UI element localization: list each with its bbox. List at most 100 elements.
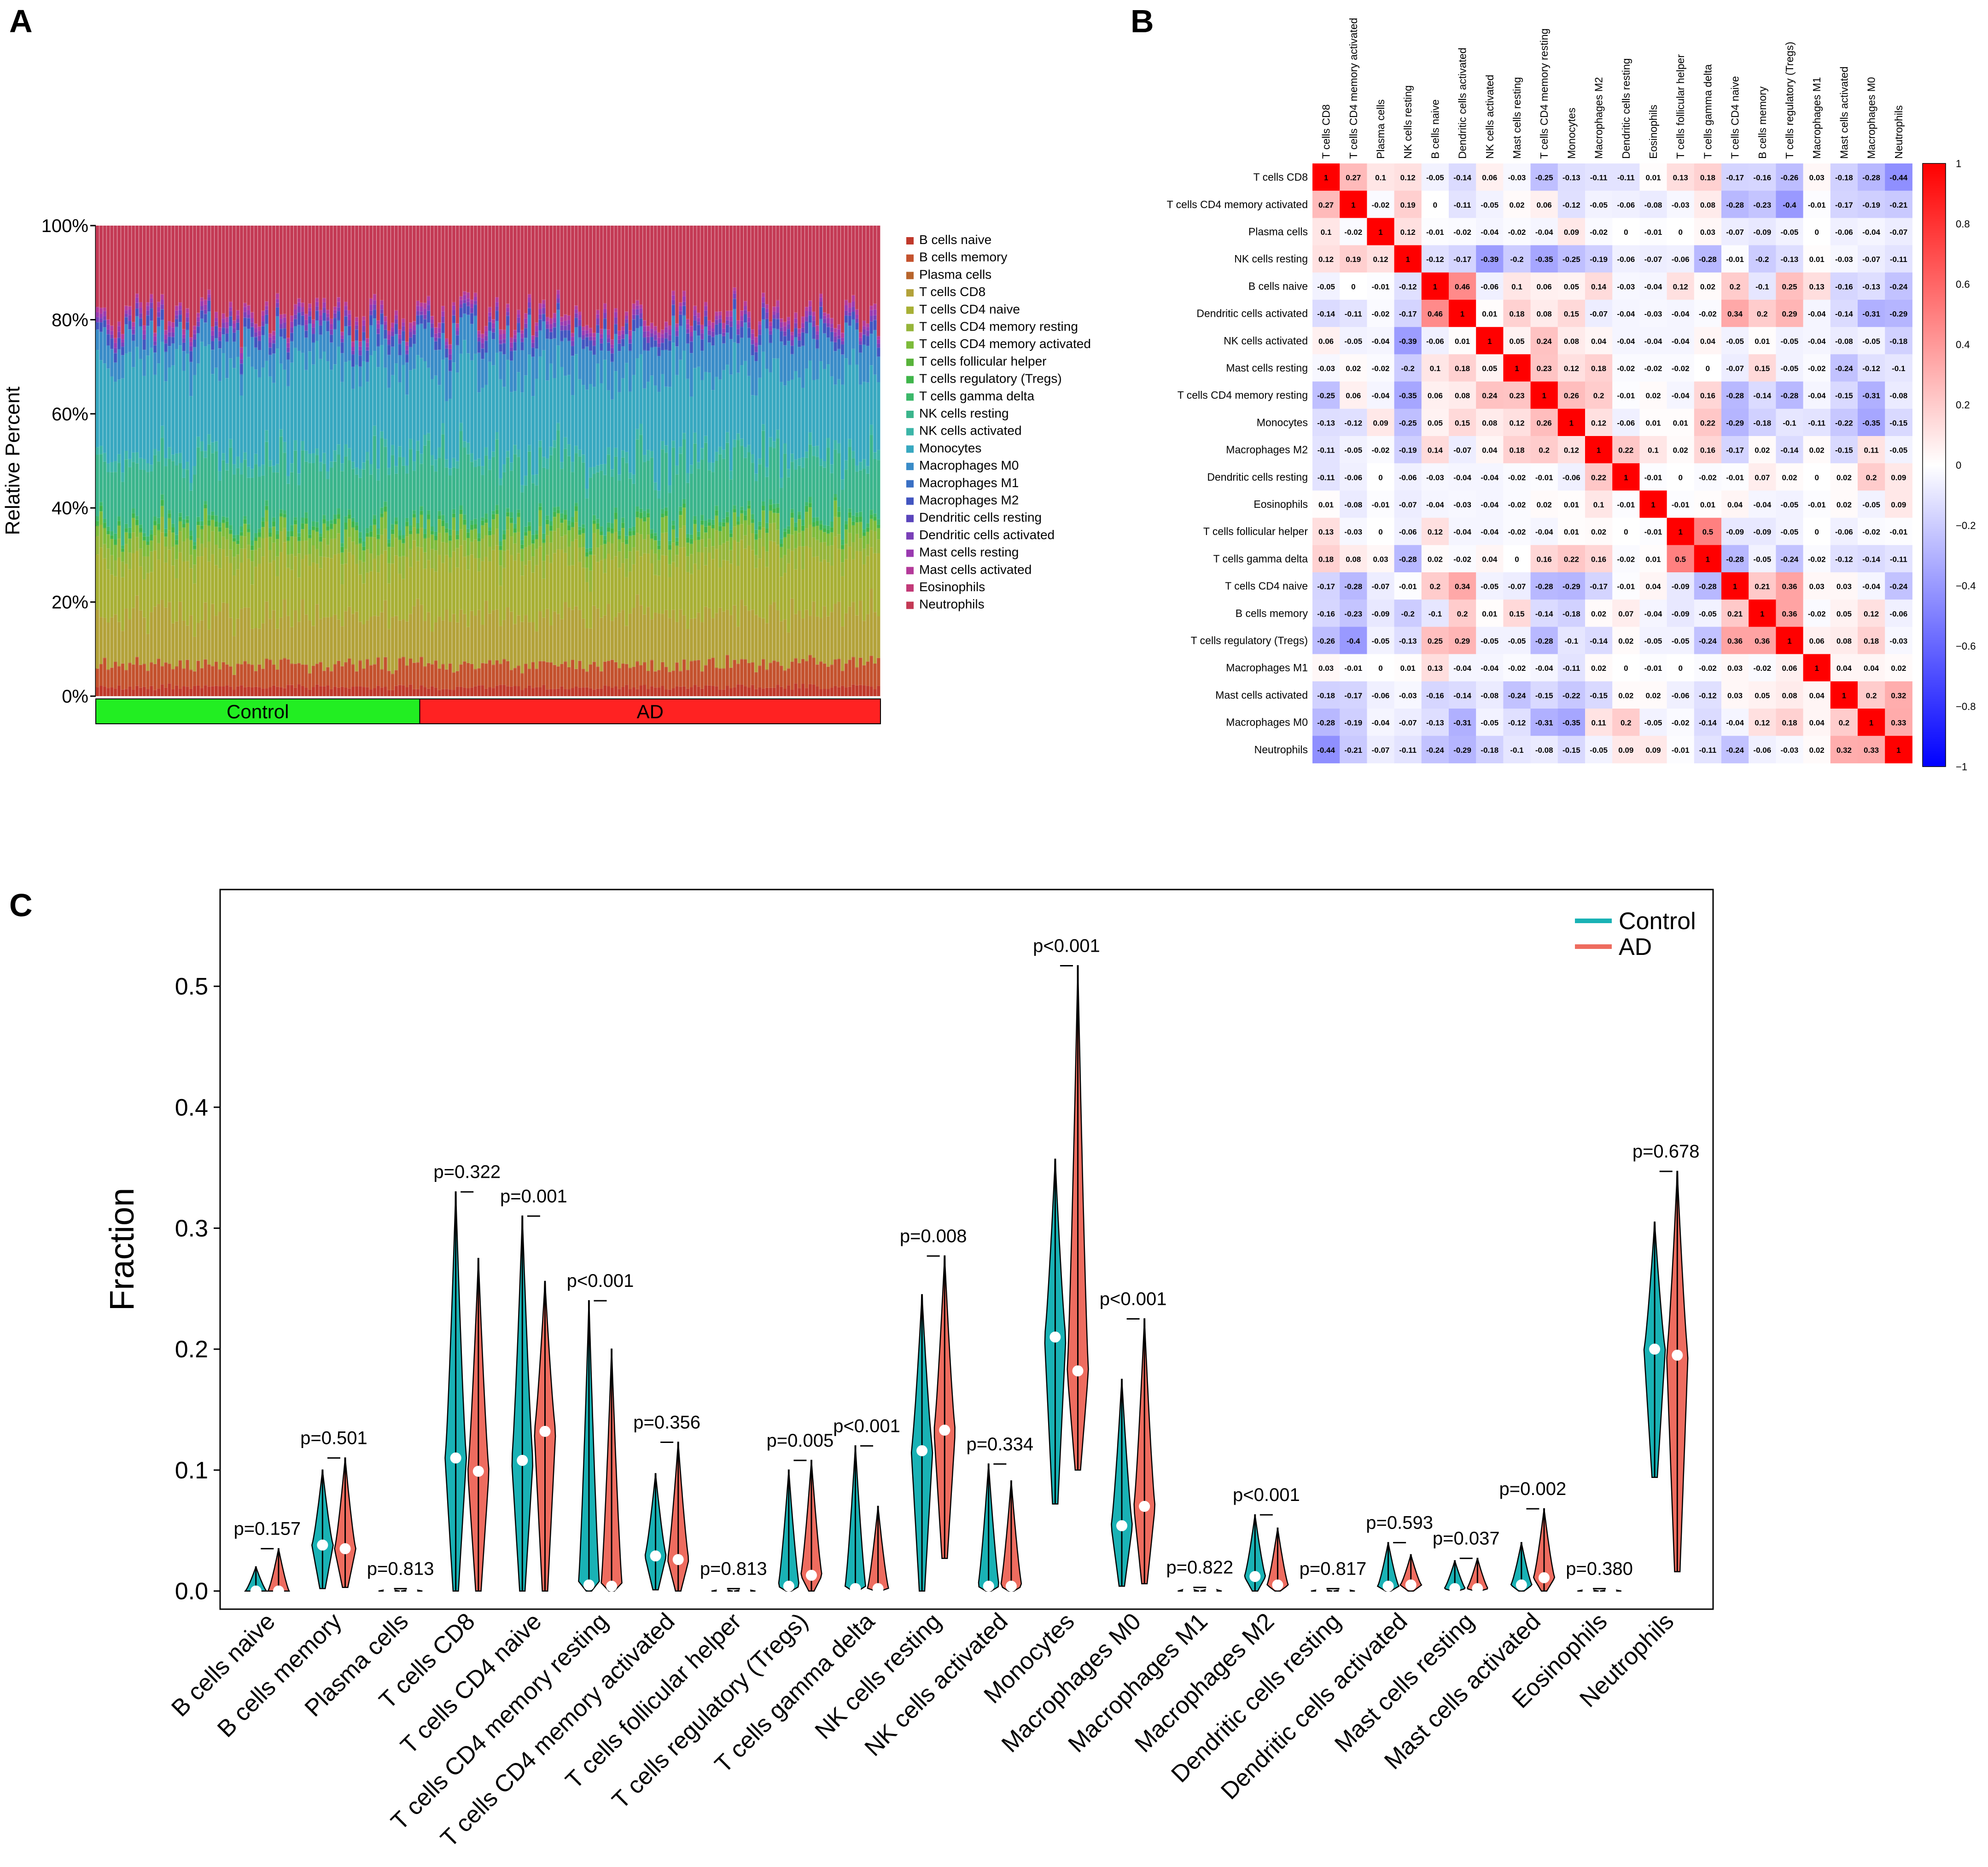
- bar-segment: [114, 560, 117, 576]
- bar-segment: [251, 561, 254, 585]
- bar-segment: [423, 621, 427, 666]
- bar-segment: [866, 327, 869, 331]
- bar-segment: [769, 331, 772, 335]
- bar-segment: [618, 480, 621, 531]
- bar-segment: [527, 531, 531, 546]
- bar-segment: [157, 226, 161, 302]
- bar-segment: [812, 522, 816, 527]
- bar-segment: [653, 331, 657, 335]
- bar-segment: [193, 326, 197, 330]
- bar-segment: [445, 528, 449, 533]
- bar-segment: [412, 321, 416, 326]
- legend-swatch: [906, 411, 914, 418]
- bar-segment: [477, 226, 481, 331]
- heatmap-value: -0.12: [1562, 201, 1580, 209]
- bar-segment: [175, 545, 179, 559]
- bar-segment: [506, 529, 510, 550]
- bar-segment: [822, 226, 827, 313]
- group-label: AD: [637, 701, 664, 722]
- bar-segment: [711, 657, 715, 658]
- bar-segment: [229, 448, 233, 525]
- bar-segment: [441, 423, 445, 435]
- bar-segment: [204, 300, 207, 305]
- bar-segment: [794, 469, 798, 523]
- bar-segment: [794, 531, 798, 548]
- bar-segment: [337, 454, 340, 509]
- bar-segment: [769, 541, 772, 605]
- bar-segment: [308, 303, 312, 304]
- bar-segment: [473, 354, 477, 460]
- bar-segment: [189, 362, 193, 396]
- bar-segment: [625, 226, 629, 312]
- bar-segment: [445, 338, 449, 342]
- bar-segment: [200, 306, 204, 310]
- bar-segment: [549, 328, 553, 332]
- bar-segment: [243, 524, 247, 537]
- bar-segment: [643, 511, 647, 517]
- bar-segment: [513, 342, 517, 351]
- bar-segment: [837, 687, 841, 696]
- bar-segment: [491, 664, 496, 665]
- bar-segment: [859, 344, 863, 353]
- bar-segment: [484, 663, 488, 664]
- bar-segment: [239, 463, 243, 475]
- bar-segment: [362, 332, 366, 341]
- bar-segment: [337, 226, 340, 297]
- bar-segment: [463, 687, 466, 696]
- bar-segment: [725, 432, 729, 443]
- bar-segment: [139, 528, 142, 532]
- bar-segment: [628, 536, 632, 552]
- bar-segment: [707, 553, 711, 608]
- bar-segment: [366, 549, 369, 573]
- bar-segment: [251, 687, 254, 696]
- bar-segment: [103, 544, 106, 558]
- bar-segment: [502, 530, 506, 535]
- bar-segment: [405, 522, 409, 526]
- bar-segment: [265, 324, 268, 361]
- bar-segment: [387, 355, 391, 388]
- bar-segment: [337, 297, 340, 302]
- bar-segment: [740, 540, 744, 600]
- bar-segment: [665, 322, 668, 327]
- bar-segment: [517, 457, 520, 510]
- bar-segment: [254, 628, 258, 671]
- bar-segment: [866, 226, 869, 324]
- bar-segment: [538, 320, 542, 331]
- bar-segment: [542, 467, 546, 534]
- bar-segment: [200, 620, 204, 668]
- bar-segment: [513, 335, 517, 339]
- bar-segment: [618, 668, 621, 689]
- bar-segment: [330, 324, 333, 330]
- bar-segment: [751, 662, 754, 663]
- bar-segment: [110, 574, 114, 617]
- bar-segment: [463, 524, 466, 525]
- bar-segment: [251, 226, 254, 312]
- bar-segment: [527, 308, 531, 315]
- bar-segment: [430, 337, 434, 379]
- bar-segment: [373, 310, 377, 319]
- bar-segment: [337, 514, 340, 519]
- y-tick-label: 20%: [52, 593, 88, 613]
- bar-segment: [822, 663, 827, 689]
- bar-segment: [348, 361, 351, 448]
- bar-segment: [780, 621, 783, 666]
- bar-segment: [423, 538, 427, 539]
- bar-segment: [578, 326, 582, 337]
- bar-segment: [668, 485, 672, 493]
- bar-segment: [772, 307, 776, 312]
- bar-segment: [160, 304, 164, 309]
- bar-segment: [441, 360, 445, 424]
- bar-segment: [293, 664, 297, 688]
- bar-segment: [473, 460, 477, 467]
- bar-segment: [304, 664, 308, 665]
- bar-segment: [653, 575, 657, 613]
- bar-segment: [225, 521, 229, 528]
- bar-segment: [542, 350, 546, 457]
- bar-segment: [373, 688, 377, 696]
- bar-segment: [869, 333, 873, 334]
- bar-segment: [142, 664, 146, 687]
- bar-segment: [186, 308, 189, 313]
- bar-segment: [366, 350, 369, 351]
- bar-segment: [225, 470, 229, 518]
- bar-segment: [358, 544, 362, 560]
